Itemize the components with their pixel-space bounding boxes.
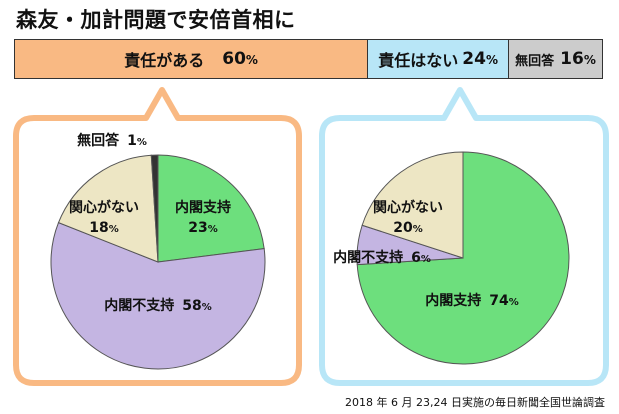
bar-segment-no-answer: 無回答 16% <box>508 40 602 78</box>
bar-segment-not-responsible: 責任はない 24% <box>367 40 509 78</box>
pie1-label-not-support: 内閣不支持 58% <box>104 297 212 314</box>
pie2-label-support: 内閣支持 74% <box>425 292 519 309</box>
source-note: 2018 年 6 月 23,24 日実施の毎日新聞全国世論調査 <box>345 396 605 409</box>
stacked-bar: 責任がある 60% 責任はない 24% 無回答 16% <box>14 39 603 79</box>
pie1-label-support: 内閣支持 23% <box>175 199 231 236</box>
bar-label-no-answer: 無回答 <box>515 53 555 69</box>
bar-label-not-responsible: 責任はない <box>378 51 459 70</box>
pie1-slice-support <box>157 154 265 263</box>
bar-value-responsible: 60% <box>222 49 258 69</box>
pie2-label-not-support: 内閣不支持 6% <box>333 249 431 266</box>
bar-label-responsible: 責任がある <box>124 51 205 70</box>
pie1-label-indifferent: 関心がない 18% <box>69 199 139 236</box>
chart-title: 森友・加計問題で安倍首相に <box>16 8 296 32</box>
bar-value-not-responsible: 24% <box>462 49 498 69</box>
pie2-label-indifferent: 関心がない 20% <box>373 199 443 236</box>
bar-segment-responsible: 責任がある 60% <box>15 40 368 78</box>
bar-value-no-answer: 16% <box>560 49 596 69</box>
pie1-slice-indifferent <box>57 154 159 263</box>
pie1-slice-no-answer <box>150 154 159 263</box>
pie1-label-no-answer: 無回答 1% <box>77 132 147 149</box>
pie2-slice-indifferent <box>361 151 464 259</box>
pie1-slice-not-support <box>50 221 266 370</box>
